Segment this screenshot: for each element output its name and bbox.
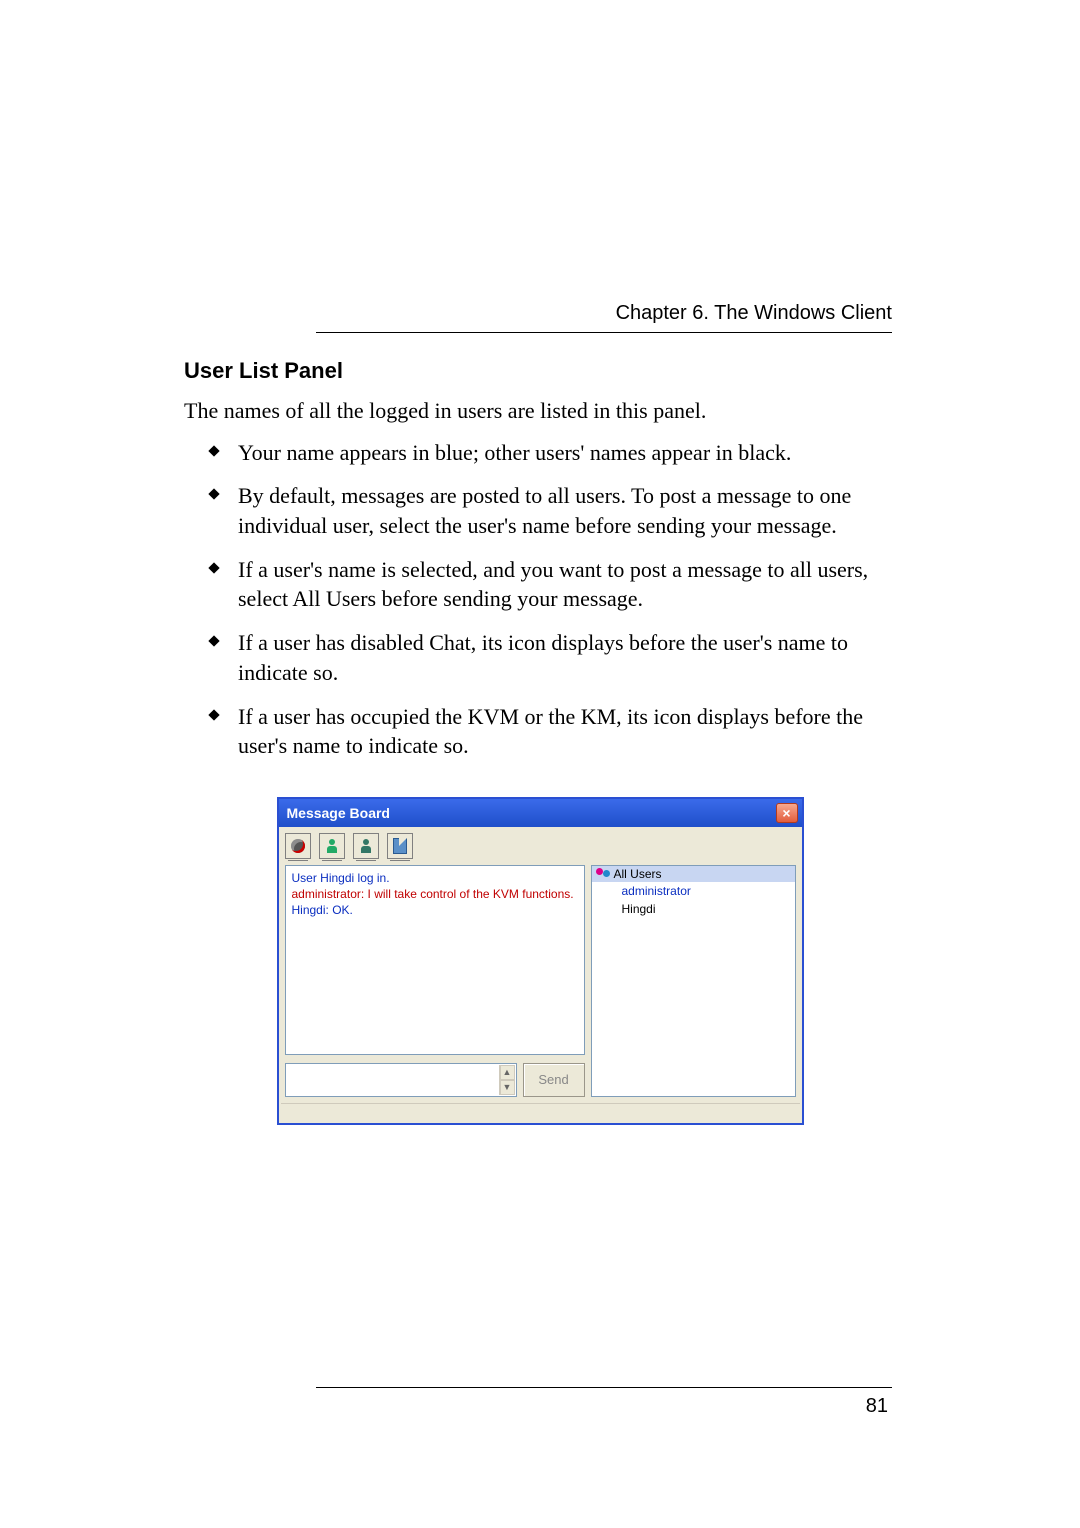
toolbar — [279, 827, 802, 865]
scroll-up-icon[interactable]: ▲ — [500, 1065, 515, 1080]
status-bar — [281, 1103, 800, 1121]
toolbar-button-3[interactable] — [353, 833, 379, 859]
user-list-item[interactable]: administrator — [592, 882, 795, 900]
compose-row: ▲ ▼ Send — [285, 1063, 585, 1097]
bullet-item: If a user has disabled Chat, its icon di… — [210, 628, 898, 687]
page-number: 81 — [866, 1395, 888, 1418]
document-page: Chapter 6. The Windows Client User List … — [0, 0, 1080, 1528]
document-icon — [393, 838, 407, 854]
bullet-item: If a user's name is selected, and you wa… — [210, 555, 898, 614]
message-board-left-pane: User Hingdi log in. administrator: I wil… — [285, 865, 585, 1097]
user-icon — [325, 839, 339, 853]
close-icon: × — [782, 805, 790, 821]
send-button[interactable]: Send — [523, 1063, 585, 1097]
bullet-item: By default, messages are posted to all u… — [210, 481, 898, 540]
user-list-panel: All Users administrator Hingdi — [591, 865, 796, 1097]
all-users-row[interactable]: All Users — [592, 866, 795, 882]
compose-scrollbar[interactable]: ▲ ▼ — [499, 1065, 515, 1095]
user-list-item[interactable]: Hingdi — [592, 900, 795, 918]
chat-disable-icon — [291, 839, 305, 853]
footer-rule — [316, 1387, 892, 1388]
log-entry: Hingdi: OK. — [292, 902, 578, 918]
bullet-item: Your name appears in blue; other users' … — [210, 438, 898, 468]
toolbar-button-4[interactable] — [387, 833, 413, 859]
log-entry: User Hingdi log in. — [292, 870, 578, 886]
group-icon — [596, 868, 610, 880]
user-group-icon — [359, 839, 373, 853]
bullet-item: If a user has occupied the KVM or the KM… — [210, 702, 898, 761]
compose-input[interactable]: ▲ ▼ — [285, 1063, 517, 1097]
header-rule — [316, 332, 892, 333]
window-titlebar: Message Board × — [279, 799, 802, 827]
toolbar-button-1[interactable] — [285, 833, 311, 859]
message-board-body: User Hingdi log in. administrator: I wil… — [279, 865, 802, 1103]
all-users-label: All Users — [614, 867, 662, 881]
section-title: User List Panel — [184, 358, 898, 384]
window-title: Message Board — [287, 805, 390, 821]
log-entry: administrator: I will take control of th… — [292, 886, 578, 902]
toolbar-button-2[interactable] — [319, 833, 345, 859]
bullet-list: Your name appears in blue; other users' … — [210, 438, 898, 761]
scroll-down-icon[interactable]: ▼ — [500, 1080, 515, 1095]
message-log: User Hingdi log in. administrator: I wil… — [285, 865, 585, 1055]
intro-paragraph: The names of all the logged in users are… — [184, 396, 898, 426]
close-button[interactable]: × — [776, 803, 798, 823]
embedded-screenshot: Message Board × User Hingdi log in. admi… — [277, 797, 804, 1125]
running-header: Chapter 6. The Windows Client — [616, 302, 892, 325]
message-board-window: Message Board × User Hingdi log in. admi… — [277, 797, 804, 1125]
